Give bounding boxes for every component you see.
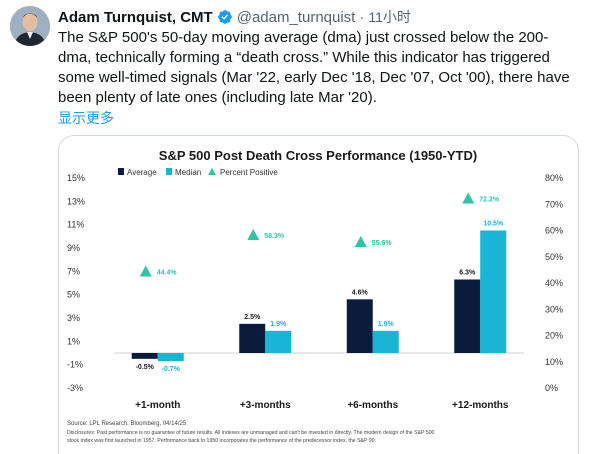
- right-axis-tick-label: 70%: [545, 199, 563, 209]
- category-label: +12-months: [452, 400, 509, 411]
- right-axis-tick-label: 0%: [545, 383, 558, 393]
- chart-image-card[interactable]: S&P 500 Post Death Cross Performance (19…: [58, 135, 579, 454]
- category-labels: +1-month +3-months +6-months +12-months: [135, 400, 509, 411]
- right-axis-tick-label: 40%: [545, 278, 563, 288]
- chart-source: Source: LPL Research, Bloomberg, 04/14/2…: [67, 421, 187, 427]
- left-axis-ticks: 15% 13% 11% 9% 7% 5% 3% 1% -1% -3%: [67, 173, 85, 393]
- data-label-average: 6.3%: [459, 270, 476, 277]
- bar-median: [157, 353, 184, 362]
- tweet-header: Adam Turnquist, CMT @adam_turnquist · 11…: [58, 7, 411, 27]
- data-label-percent-positive: 72.2%: [479, 196, 500, 203]
- data-label-median: 10.5%: [483, 221, 504, 228]
- left-axis-tick-label: 3%: [67, 313, 80, 323]
- data-label-median: 1.9%: [378, 321, 395, 328]
- left-axis-tick-label: 7%: [67, 266, 80, 276]
- percent-positive-marker: [247, 228, 260, 240]
- avatar[interactable]: [10, 6, 50, 46]
- data-label-percent-positive: 55.6%: [372, 240, 393, 247]
- avatar-image: [10, 6, 50, 46]
- left-axis-tick-label: 5%: [67, 290, 80, 300]
- category-label: +1-month: [135, 400, 180, 411]
- legend-percent-positive-label: Percent Positive: [220, 168, 278, 177]
- left-axis-tick-label: -3%: [67, 383, 83, 393]
- legend-median-swatch: [166, 168, 172, 175]
- user-handle[interactable]: @adam_turnquist: [236, 8, 356, 26]
- data-label-percent-positive: 58.3%: [264, 233, 285, 240]
- left-axis-tick-label: 1%: [67, 336, 80, 346]
- legend-average-swatch: [118, 168, 124, 175]
- percent-positive-marker: [139, 265, 152, 277]
- legend-percent-positive-marker: [208, 168, 216, 175]
- bar-average: [454, 279, 481, 353]
- display-name[interactable]: Adam Turnquist, CMT: [58, 8, 213, 26]
- post-time[interactable]: 11小时: [368, 9, 411, 25]
- header-separator: ·: [359, 8, 365, 26]
- right-axis-tick-label: 30%: [545, 304, 563, 314]
- verified-badge-icon: [217, 9, 233, 25]
- right-axis-ticks: 80% 70% 60% 50% 40% 30% 20% 10% 0%: [545, 173, 563, 393]
- right-axis-tick-label: 80%: [545, 173, 563, 183]
- bar-median: [372, 330, 399, 353]
- data-label-median: -0.7%: [162, 366, 181, 373]
- bar-average: [346, 299, 373, 353]
- bars: -0.5% -0.7% 2.5% 1.9% 4.6% 1.9% 6.3% 10.5%: [131, 221, 507, 373]
- chart-disclosure-line-1: Disclosures: Past performance is no guar…: [67, 430, 435, 436]
- category-label: +3-months: [240, 400, 291, 411]
- data-label-median: 1.9%: [270, 321, 287, 328]
- data-label-average: 4.6%: [352, 289, 369, 296]
- bar-median: [480, 230, 507, 353]
- chart-disclosure-line-2: stock index was first launched in 1957. …: [67, 438, 376, 444]
- category-label: +6-months: [347, 400, 398, 411]
- left-axis-tick-label: 13%: [67, 196, 85, 206]
- death-cross-chart: S&P 500 Post Death Cross Performance (19…: [67, 148, 563, 444]
- data-label-average: 2.5%: [244, 314, 261, 321]
- legend-median-label: Median: [175, 168, 201, 177]
- bar-median: [265, 330, 292, 353]
- legend-average-label: Average: [127, 168, 157, 177]
- right-axis-tick-label: 50%: [545, 252, 563, 262]
- left-axis-tick-label: -1%: [67, 360, 83, 370]
- tweet-text: The S&P 500's 50-day moving average (dma…: [58, 29, 570, 106]
- left-axis-tick-label: 15%: [67, 173, 85, 183]
- bar-average: [239, 323, 266, 353]
- left-axis-tick-label: 11%: [67, 220, 84, 230]
- left-axis-tick-label: 9%: [67, 243, 80, 253]
- right-axis-tick-label: 10%: [545, 357, 563, 367]
- chart-title: S&P 500 Post Death Cross Performance (19…: [159, 148, 477, 163]
- percent-positive-marker: [462, 192, 475, 204]
- percent-positive-markers: 44.4% 58.3% 55.6% 72.2%: [139, 192, 500, 277]
- data-label-average: -0.5%: [136, 364, 155, 371]
- data-label-percent-positive: 44.4%: [157, 269, 178, 276]
- percent-positive-marker: [354, 236, 367, 248]
- right-axis-tick-label: 20%: [545, 331, 563, 341]
- bar-average: [131, 353, 158, 359]
- show-more-link[interactable]: 显示更多: [58, 110, 114, 126]
- right-axis-tick-label: 60%: [545, 226, 563, 236]
